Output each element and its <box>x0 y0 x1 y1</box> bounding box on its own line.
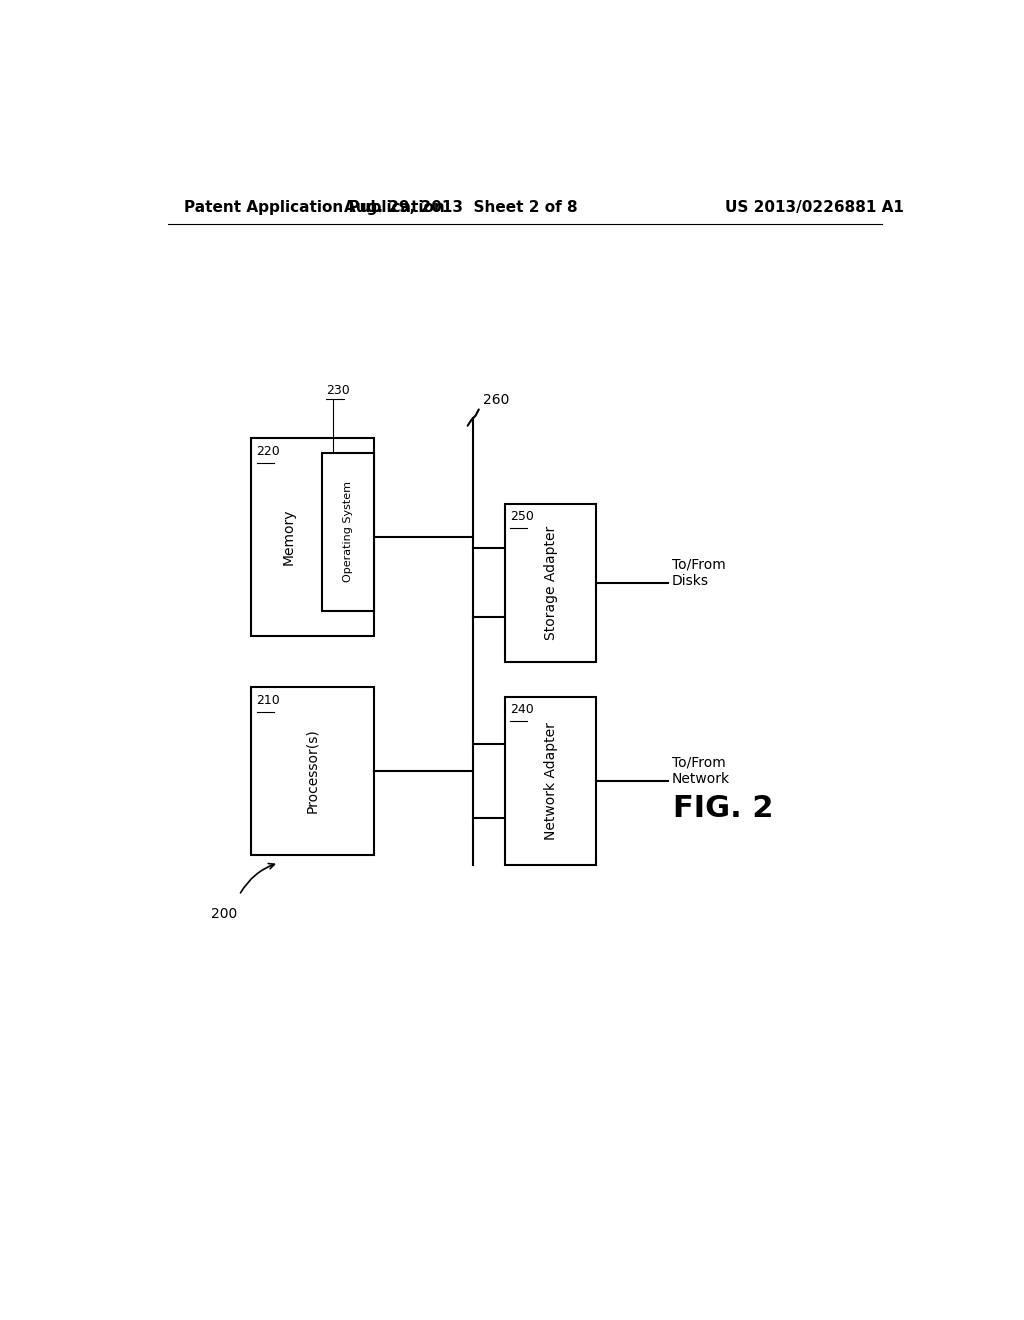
Bar <box>323 453 374 611</box>
Text: Storage Adapter: Storage Adapter <box>544 525 558 640</box>
Text: FIG. 2: FIG. 2 <box>673 795 773 824</box>
Text: 240: 240 <box>510 704 534 717</box>
Text: To/From
Disks: To/From Disks <box>672 557 725 587</box>
Text: 220: 220 <box>257 445 281 458</box>
Text: To/From
Network: To/From Network <box>672 755 730 785</box>
Text: Operating System: Operating System <box>343 482 353 582</box>
Bar <box>251 438 374 636</box>
Bar <box>505 697 596 865</box>
Text: Memory: Memory <box>282 508 296 565</box>
Bar <box>251 686 374 854</box>
Text: US 2013/0226881 A1: US 2013/0226881 A1 <box>725 199 904 215</box>
Text: Aug. 29, 2013  Sheet 2 of 8: Aug. 29, 2013 Sheet 2 of 8 <box>344 199 579 215</box>
Text: Processor(s): Processor(s) <box>305 729 319 813</box>
Text: 230: 230 <box>327 384 350 397</box>
Text: Patent Application Publication: Patent Application Publication <box>183 199 444 215</box>
Text: 250: 250 <box>510 510 534 523</box>
Bar <box>505 504 596 661</box>
Text: 260: 260 <box>482 393 509 408</box>
Text: 210: 210 <box>257 694 281 708</box>
Text: 200: 200 <box>211 907 238 921</box>
Text: Network Adapter: Network Adapter <box>544 722 558 840</box>
